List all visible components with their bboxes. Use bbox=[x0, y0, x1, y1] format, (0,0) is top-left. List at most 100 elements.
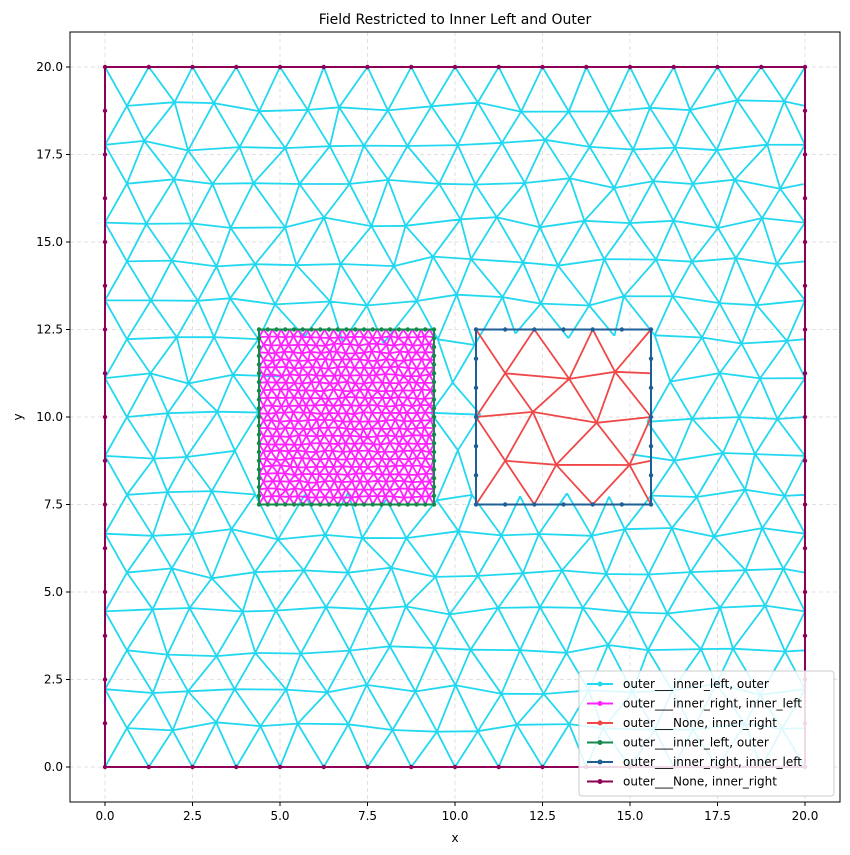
boundary-node bbox=[256, 476, 262, 481]
boundary-node bbox=[190, 64, 195, 70]
x-tick-label: 5.0 bbox=[270, 809, 289, 823]
boundary-node bbox=[102, 414, 108, 420]
boundary-node bbox=[102, 764, 108, 770]
boundary-node bbox=[256, 423, 262, 428]
boundary-node bbox=[370, 327, 375, 332]
boundary-node bbox=[321, 64, 326, 70]
boundary-layer bbox=[102, 64, 808, 770]
boundary-node bbox=[326, 327, 332, 332]
y-axis-label: y bbox=[11, 413, 25, 420]
boundary-node bbox=[648, 502, 654, 507]
boundary-node bbox=[431, 388, 437, 393]
boundary-node bbox=[256, 327, 262, 332]
boundary-node bbox=[802, 546, 808, 551]
boundary-node bbox=[473, 502, 479, 507]
boundary-node bbox=[379, 502, 384, 507]
boundary-node bbox=[540, 764, 545, 770]
boundary-node bbox=[619, 502, 625, 507]
boundary-node bbox=[502, 502, 508, 507]
boundary-node bbox=[802, 64, 808, 70]
boundary-node bbox=[715, 64, 720, 70]
boundary-node bbox=[431, 502, 437, 507]
x-tick-label: 15.0 bbox=[617, 809, 644, 823]
boundary-node bbox=[405, 327, 410, 332]
boundary-node bbox=[648, 356, 654, 361]
y-tick-label: 5.0 bbox=[44, 585, 63, 599]
boundary-node bbox=[256, 397, 262, 402]
boundary-node bbox=[431, 397, 437, 402]
grid bbox=[70, 32, 840, 802]
y-tick-label: 17.5 bbox=[36, 148, 63, 162]
boundary-node bbox=[431, 449, 437, 455]
boundary-node bbox=[353, 327, 358, 332]
boundary-node bbox=[627, 64, 633, 70]
boundary-node bbox=[452, 764, 458, 770]
boundary-node bbox=[584, 64, 589, 70]
x-tick-label: 2.5 bbox=[183, 809, 202, 823]
boundary-node bbox=[256, 379, 262, 385]
boundary-node bbox=[256, 388, 262, 393]
legend-marker bbox=[597, 759, 603, 765]
boundary-node bbox=[409, 764, 414, 770]
boundary-node bbox=[318, 327, 323, 332]
boundary-node bbox=[802, 152, 808, 157]
boundary-node bbox=[431, 467, 437, 472]
boundary-node bbox=[496, 764, 501, 770]
axis-ticks: 0.0 2.5 5.0 7.5 10.0 12.5 15.0 17.5 20.0 0.0 2.5 5.… bbox=[36, 60, 818, 823]
boundary-node bbox=[802, 502, 808, 507]
boundary-node bbox=[318, 502, 323, 507]
boundary-node bbox=[256, 336, 262, 341]
boundary-node bbox=[431, 458, 437, 463]
boundary-node bbox=[256, 484, 262, 490]
boundary-node bbox=[102, 502, 108, 507]
boundary-node bbox=[431, 423, 437, 428]
boundary-node bbox=[409, 64, 414, 70]
boundary-node bbox=[256, 414, 262, 420]
boundary-node bbox=[309, 327, 314, 332]
x-tick-label: 7.5 bbox=[358, 809, 377, 823]
boundary-node bbox=[671, 64, 676, 70]
y-tick-label: 2.5 bbox=[44, 673, 63, 687]
boundary-node bbox=[648, 385, 654, 391]
x-axis-label: x bbox=[451, 831, 458, 845]
boundary-node bbox=[431, 441, 437, 446]
boundary-node bbox=[473, 473, 479, 478]
y-tick-label: 10.0 bbox=[36, 410, 63, 424]
boundary-node bbox=[256, 406, 262, 411]
boundary-node bbox=[102, 371, 108, 376]
boundary-node bbox=[256, 371, 262, 376]
boundary-node bbox=[423, 327, 428, 332]
legend-entry: outer___inner_left, outer bbox=[623, 677, 769, 691]
boundary-node bbox=[326, 502, 332, 507]
boundary-node bbox=[561, 502, 566, 507]
boundary-node bbox=[473, 385, 479, 391]
legend-entry: outer___inner_right, inner_left bbox=[623, 755, 802, 769]
legend-marker bbox=[597, 681, 603, 687]
boundary-node bbox=[102, 721, 108, 726]
boundary-node bbox=[431, 353, 437, 358]
boundary-node bbox=[256, 467, 262, 472]
boundary-node bbox=[532, 502, 537, 507]
boundary-node bbox=[388, 502, 393, 507]
boundary-node bbox=[590, 502, 595, 507]
chart-title: Field Restricted to Inner Left and Outer bbox=[319, 12, 592, 28]
boundary-node bbox=[431, 336, 437, 341]
boundary-node bbox=[802, 371, 808, 376]
boundary-node bbox=[300, 502, 305, 507]
boundary-node bbox=[431, 327, 437, 332]
boundary-node bbox=[102, 64, 108, 70]
boundary-node bbox=[309, 502, 314, 507]
boundary-node bbox=[431, 493, 437, 498]
legend-entry: outer___None, inner_right bbox=[623, 775, 777, 789]
boundary-node bbox=[353, 502, 358, 507]
x-tick-label: 12.5 bbox=[529, 809, 556, 823]
boundary-node bbox=[540, 64, 545, 70]
boundary-node bbox=[277, 64, 283, 70]
boundary-node bbox=[365, 64, 370, 70]
boundary-node bbox=[431, 484, 437, 490]
boundary-node bbox=[265, 502, 270, 507]
boundary-node bbox=[648, 473, 654, 478]
boundary-node bbox=[335, 327, 340, 332]
boundary-node bbox=[590, 327, 595, 332]
